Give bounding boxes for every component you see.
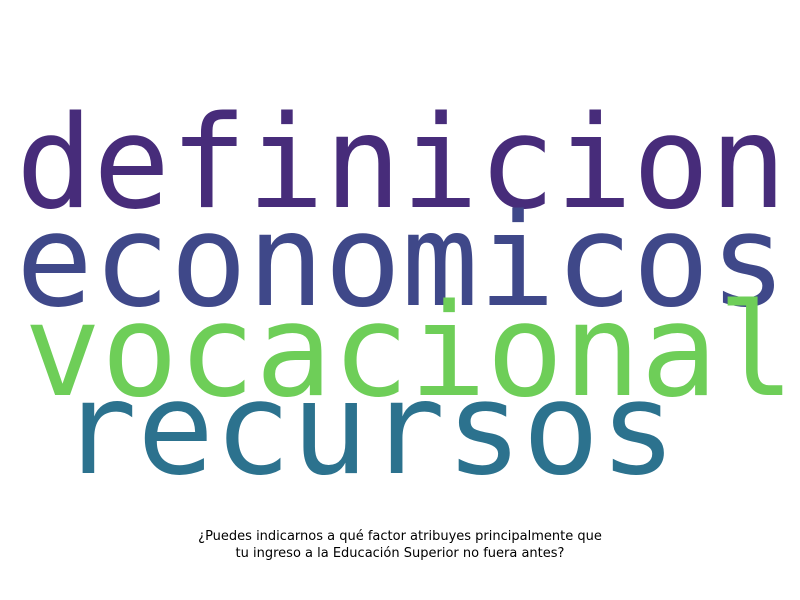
caption-line-2: tu ingreso a la Educación Superior no fu… (235, 546, 565, 561)
word-economicos: economicos (16, 187, 787, 336)
word-definicion: definicion (16, 89, 787, 238)
word-vocacional: vocacional (24, 277, 795, 426)
figure-caption: ¿Puedes indicarnos a qué factor atribuye… (100, 528, 700, 562)
word-recursos: recursos (60, 355, 677, 504)
caption-line-1: ¿Puedes indicarnos a qué factor atribuye… (198, 529, 602, 544)
